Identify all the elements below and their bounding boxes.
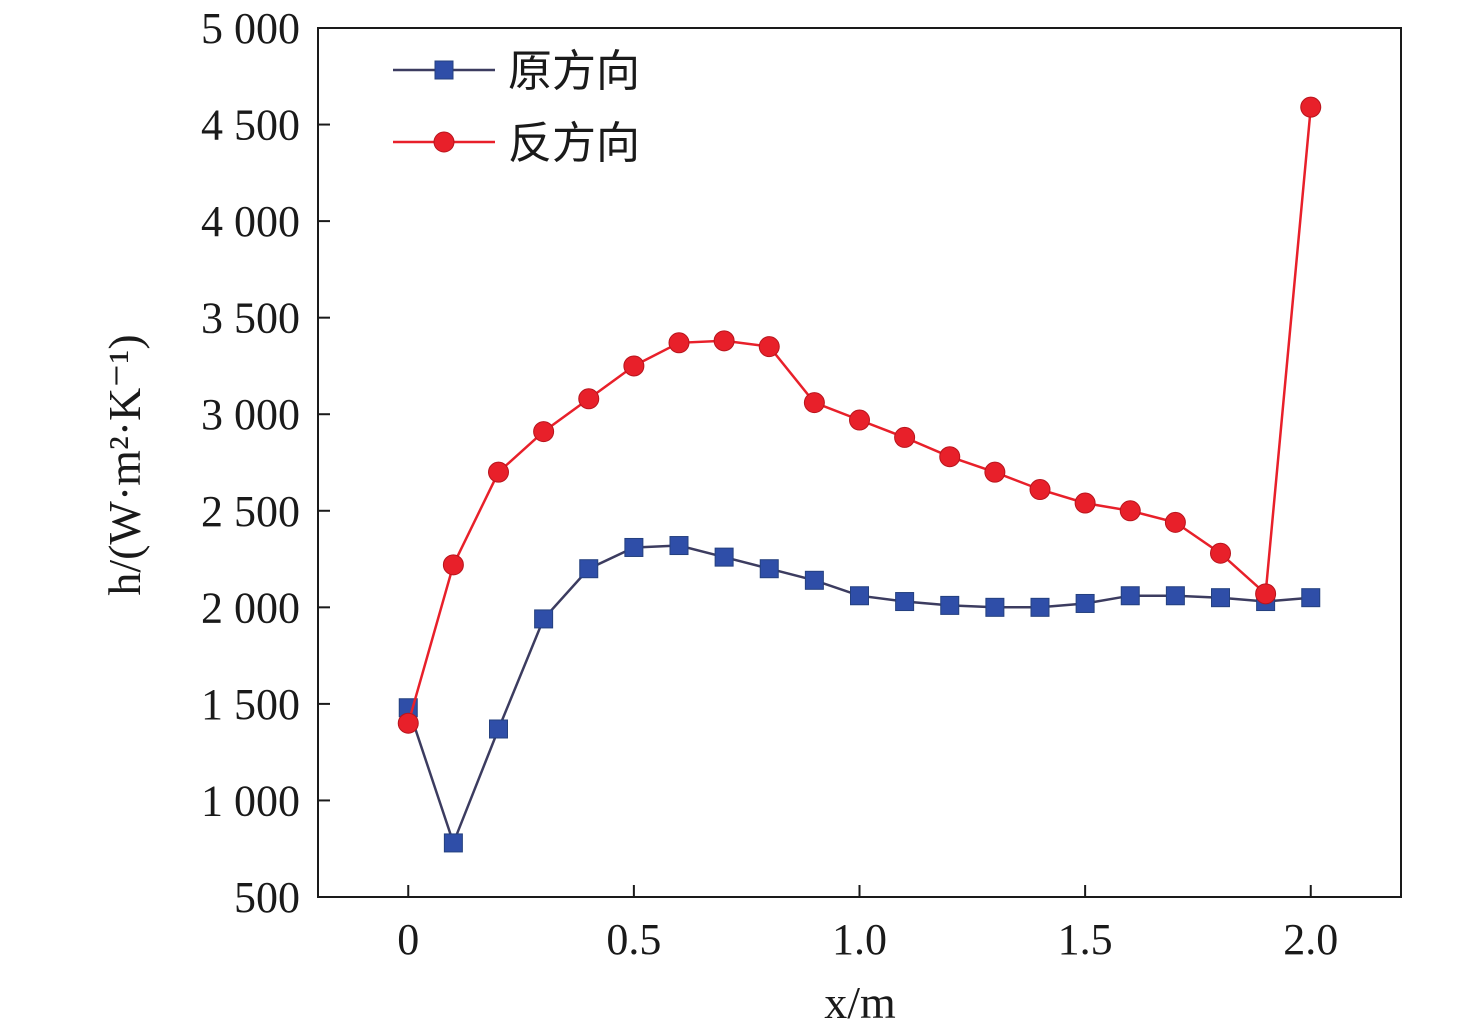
data-point bbox=[804, 570, 824, 590]
data-point bbox=[940, 595, 960, 615]
y-tick-label: 2 000 bbox=[201, 583, 300, 632]
y-tick-label: 3 000 bbox=[201, 390, 300, 439]
data-point bbox=[714, 547, 734, 567]
legend-entry-2: 反方向 bbox=[393, 118, 640, 169]
data-point bbox=[1120, 586, 1140, 606]
x-tick-label: 2.0 bbox=[1283, 915, 1338, 964]
legend-marker bbox=[434, 60, 454, 80]
data-point bbox=[758, 336, 780, 358]
data-point bbox=[397, 712, 419, 734]
data-point bbox=[579, 559, 599, 579]
y-axis-title: h/(W·m²·K⁻¹) bbox=[99, 334, 150, 595]
data-point bbox=[489, 719, 508, 739]
legend-marker bbox=[433, 131, 455, 153]
data-point bbox=[984, 461, 1006, 483]
data-point bbox=[1119, 500, 1141, 522]
data-point bbox=[442, 554, 464, 576]
data-point bbox=[1301, 588, 1321, 608]
data-point bbox=[533, 421, 555, 443]
data-point bbox=[1211, 588, 1230, 608]
data-point bbox=[488, 461, 509, 483]
data-point bbox=[985, 597, 1005, 617]
data-point bbox=[669, 536, 689, 556]
data-point bbox=[1074, 492, 1096, 514]
y-tick-label: 500 bbox=[234, 873, 300, 922]
data-point bbox=[1029, 479, 1051, 501]
y-tick-label: 4 500 bbox=[201, 101, 300, 150]
x-tick-label: 0 bbox=[397, 915, 419, 964]
data-point bbox=[939, 446, 961, 468]
data-point bbox=[668, 332, 690, 354]
axes: 500 1 000 1 500 2 000 2 500 3 000 3 500 4 000 4 … bbox=[201, 4, 1402, 964]
data-point bbox=[1210, 542, 1231, 564]
plot-area bbox=[397, 96, 1322, 853]
data-point bbox=[713, 330, 735, 352]
y-tick-label: 1 500 bbox=[201, 680, 300, 729]
x-tick-label: 0.5 bbox=[606, 915, 661, 964]
data-point bbox=[849, 409, 870, 431]
data-point bbox=[1255, 583, 1277, 605]
data-point bbox=[894, 426, 916, 448]
data-point bbox=[623, 355, 645, 377]
x-axis-title: x/m bbox=[824, 977, 896, 1028]
series-2 bbox=[397, 96, 1322, 734]
series-1 bbox=[398, 536, 1321, 853]
y-tick-label: 3 500 bbox=[201, 294, 300, 343]
data-point bbox=[803, 392, 825, 414]
data-point bbox=[1030, 597, 1050, 617]
legend-label: 原方向 bbox=[508, 46, 640, 97]
y-tick-label: 1 000 bbox=[201, 776, 300, 825]
y-tick-label: 2 500 bbox=[201, 487, 300, 536]
data-point bbox=[1164, 511, 1186, 533]
legend-label: 反方向 bbox=[508, 118, 640, 169]
legend-entry-1: 原方向 bbox=[393, 46, 640, 97]
plot-frame bbox=[317, 27, 1402, 898]
x-tick-label: 1.0 bbox=[832, 915, 887, 964]
data-point bbox=[759, 559, 779, 579]
data-point bbox=[578, 388, 600, 410]
data-point bbox=[1165, 586, 1185, 606]
data-point bbox=[1300, 96, 1322, 118]
y-tick-label: 4 000 bbox=[201, 197, 300, 246]
data-point bbox=[895, 592, 915, 612]
x-tick-label: 1.5 bbox=[1058, 915, 1113, 964]
data-point bbox=[443, 833, 463, 853]
y-tick-label: 5 000 bbox=[201, 4, 300, 53]
data-point bbox=[534, 609, 554, 629]
data-point bbox=[850, 586, 869, 606]
data-point bbox=[1075, 593, 1095, 613]
data-point bbox=[624, 537, 644, 557]
